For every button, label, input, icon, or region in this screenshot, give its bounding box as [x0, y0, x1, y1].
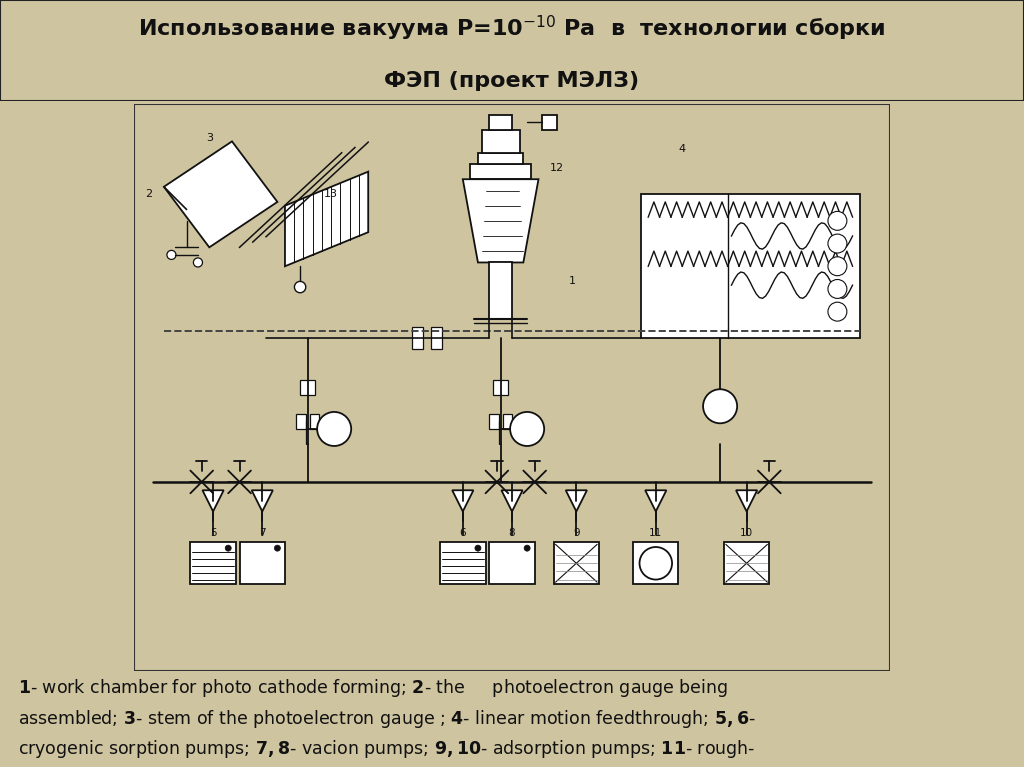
Bar: [431, 327, 442, 350]
Circle shape: [828, 234, 847, 253]
Bar: [412, 327, 423, 350]
Bar: [470, 164, 530, 179]
Bar: [543, 115, 557, 130]
Circle shape: [194, 258, 203, 267]
Circle shape: [295, 281, 306, 293]
Bar: [478, 153, 523, 164]
Text: 3: 3: [206, 133, 213, 143]
Text: 9: 9: [573, 528, 580, 538]
Circle shape: [703, 389, 737, 423]
Circle shape: [510, 412, 544, 446]
Circle shape: [167, 250, 176, 259]
Circle shape: [225, 545, 231, 551]
Bar: [440, 542, 485, 584]
Text: 12: 12: [550, 163, 564, 173]
Bar: [489, 414, 499, 429]
Polygon shape: [463, 179, 539, 262]
Polygon shape: [502, 490, 522, 512]
Polygon shape: [203, 490, 223, 512]
Circle shape: [640, 547, 672, 580]
Polygon shape: [252, 490, 272, 512]
Text: Использование вакуума Р=10$^{-10}$ Ра  в  технологии сборки: Использование вакуума Р=10$^{-10}$ Ра в …: [138, 14, 886, 43]
Bar: [296, 414, 306, 429]
Bar: [489, 542, 535, 584]
Bar: [489, 115, 512, 130]
Text: 11: 11: [649, 528, 663, 538]
Circle shape: [317, 412, 351, 446]
Text: M: M: [715, 401, 726, 411]
Circle shape: [828, 212, 847, 230]
Bar: [494, 380, 508, 395]
Text: $\mathbf{1}$- work chamber for photo cathode forming; $\mathbf{2}$- the     phot: $\mathbf{1}$- work chamber for photo cat…: [18, 677, 757, 767]
Circle shape: [475, 545, 481, 551]
Text: 6: 6: [460, 528, 466, 538]
Polygon shape: [736, 490, 757, 512]
Bar: [641, 194, 860, 338]
Text: 13: 13: [324, 189, 337, 199]
Circle shape: [524, 545, 530, 551]
Text: 8: 8: [509, 528, 515, 538]
Polygon shape: [645, 490, 667, 512]
Bar: [489, 262, 512, 319]
Polygon shape: [285, 172, 369, 266]
Text: 10: 10: [740, 528, 754, 538]
Bar: [309, 414, 319, 429]
Bar: [554, 542, 599, 584]
Text: 2: 2: [145, 189, 153, 199]
Polygon shape: [565, 490, 587, 512]
Bar: [190, 542, 236, 584]
Circle shape: [274, 545, 281, 551]
Text: 1: 1: [568, 276, 575, 286]
Bar: [481, 130, 519, 153]
Bar: [724, 542, 769, 584]
Bar: [633, 542, 679, 584]
Circle shape: [828, 302, 847, 321]
Text: ФЭП (проект МЭЛЗ): ФЭП (проект МЭЛЗ): [384, 71, 640, 91]
Circle shape: [828, 257, 847, 275]
Bar: [503, 414, 512, 429]
Bar: [300, 380, 315, 395]
Text: 4: 4: [679, 144, 686, 154]
Polygon shape: [453, 490, 473, 512]
Text: 7: 7: [259, 528, 265, 538]
Circle shape: [828, 279, 847, 298]
Bar: [240, 542, 285, 584]
Text: M: M: [521, 424, 532, 434]
Polygon shape: [164, 141, 278, 247]
Text: M: M: [329, 424, 340, 434]
Text: 5: 5: [210, 528, 216, 538]
